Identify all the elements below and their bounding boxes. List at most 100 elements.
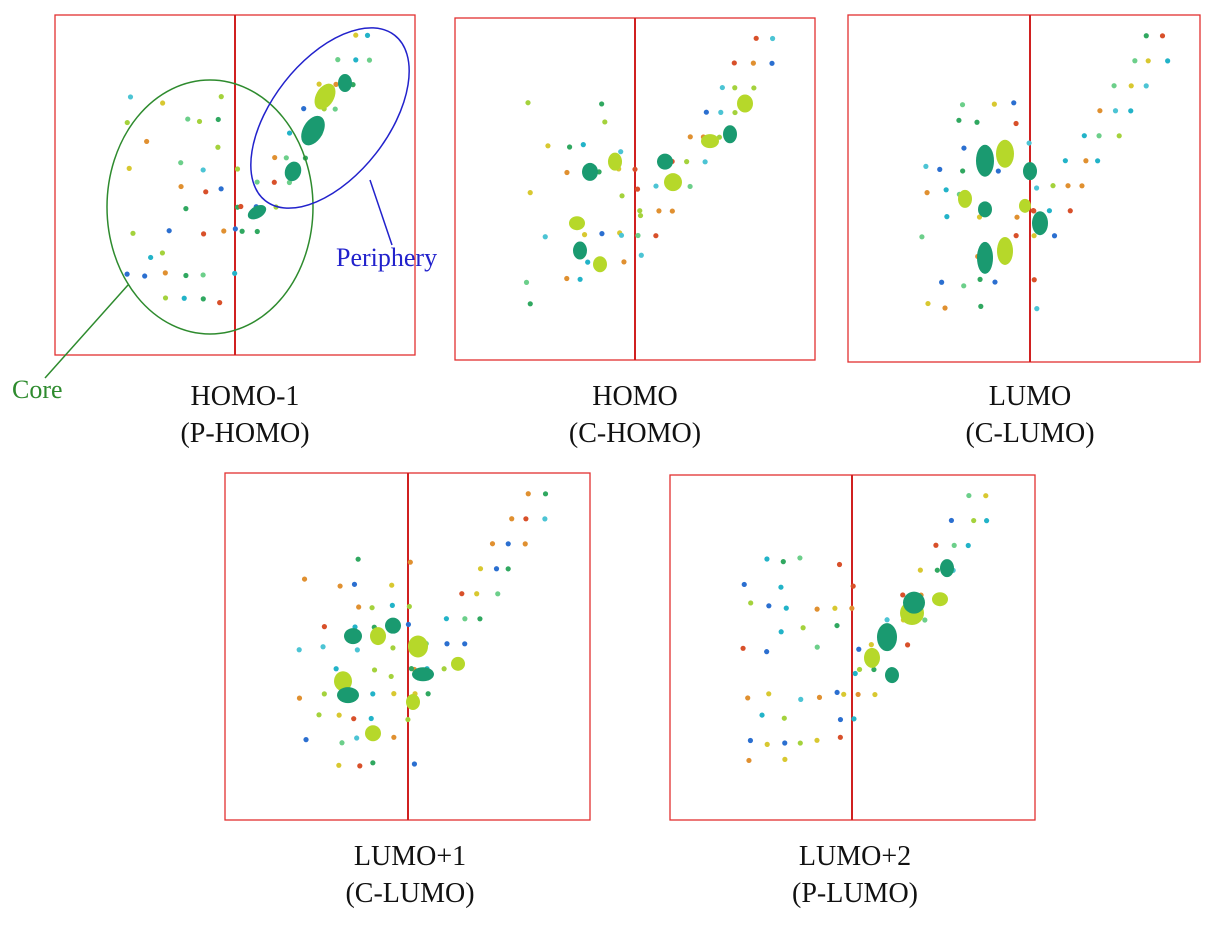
atom bbox=[478, 566, 483, 571]
atom bbox=[543, 234, 548, 239]
orbital-lobe bbox=[903, 592, 925, 614]
atom bbox=[351, 716, 356, 721]
atom bbox=[599, 231, 604, 236]
periphery-pointer bbox=[370, 180, 392, 245]
atom bbox=[635, 233, 640, 238]
orbital-lobe bbox=[723, 125, 737, 143]
atom bbox=[406, 622, 411, 627]
atom bbox=[618, 149, 623, 154]
atom bbox=[183, 206, 188, 211]
atom bbox=[320, 644, 325, 649]
orbital-lobe bbox=[885, 667, 899, 683]
atom bbox=[884, 617, 889, 622]
atom bbox=[732, 60, 737, 65]
atom bbox=[923, 164, 928, 169]
atom bbox=[782, 716, 787, 721]
atom bbox=[391, 691, 396, 696]
atom bbox=[272, 180, 277, 185]
atom bbox=[925, 301, 930, 306]
atom bbox=[966, 543, 971, 548]
orbital-lobe bbox=[573, 242, 587, 260]
atom bbox=[564, 170, 569, 175]
atom bbox=[1160, 33, 1165, 38]
atom bbox=[815, 607, 820, 612]
atom bbox=[459, 591, 464, 596]
atom bbox=[203, 189, 208, 194]
atom bbox=[232, 271, 237, 276]
atom bbox=[832, 606, 837, 611]
atom bbox=[125, 120, 130, 125]
atom bbox=[983, 493, 988, 498]
atom bbox=[238, 204, 243, 209]
atom bbox=[389, 583, 394, 588]
orbital-lobe bbox=[657, 154, 673, 170]
atom bbox=[543, 491, 548, 496]
panel: LUMO+1(C-LUMO) bbox=[225, 473, 590, 909]
atom bbox=[1065, 183, 1070, 188]
atom bbox=[525, 100, 530, 105]
atom bbox=[974, 120, 979, 125]
atom bbox=[1128, 108, 1133, 113]
atom bbox=[1144, 83, 1149, 88]
atom bbox=[935, 568, 940, 573]
atom bbox=[944, 187, 949, 192]
atom bbox=[856, 692, 861, 697]
atom bbox=[966, 493, 971, 498]
atom bbox=[142, 273, 147, 278]
atom bbox=[353, 57, 358, 62]
atom bbox=[297, 696, 302, 701]
atom bbox=[784, 606, 789, 611]
atom bbox=[992, 279, 997, 284]
orbital-lobe bbox=[282, 159, 304, 183]
atom bbox=[670, 208, 675, 213]
atom bbox=[740, 646, 745, 651]
atom bbox=[506, 541, 511, 546]
atom bbox=[961, 145, 966, 150]
atom bbox=[367, 58, 372, 63]
atom bbox=[477, 616, 482, 621]
atom bbox=[718, 110, 723, 115]
orbital-lobe bbox=[296, 112, 329, 150]
panel: LUMO+2(P-LUMO) bbox=[670, 475, 1035, 909]
atom bbox=[814, 738, 819, 743]
atom bbox=[746, 758, 751, 763]
atom bbox=[352, 582, 357, 587]
atom bbox=[1013, 121, 1018, 126]
atom bbox=[317, 82, 322, 87]
atom bbox=[201, 231, 206, 236]
orbital-type: (C-LUMO) bbox=[345, 878, 474, 909]
atom bbox=[781, 559, 786, 564]
atom bbox=[751, 61, 756, 66]
atom bbox=[933, 543, 938, 548]
atom bbox=[635, 187, 640, 192]
atom bbox=[221, 228, 226, 233]
atom bbox=[869, 642, 874, 647]
orbital-lobe bbox=[976, 145, 994, 177]
atom bbox=[1132, 58, 1137, 63]
orbital-lobe bbox=[408, 636, 428, 658]
atom bbox=[779, 629, 784, 634]
atom bbox=[942, 305, 947, 310]
orbital-name: HOMO bbox=[592, 381, 678, 412]
atom bbox=[1014, 215, 1019, 220]
orbital-lobe bbox=[412, 667, 434, 681]
orbital-lobe bbox=[940, 559, 954, 577]
atom bbox=[817, 695, 822, 700]
atom bbox=[333, 82, 338, 87]
atom bbox=[390, 603, 395, 608]
atom bbox=[688, 134, 693, 139]
orbital-lobe bbox=[344, 628, 362, 644]
atom bbox=[337, 583, 342, 588]
atom bbox=[1032, 277, 1037, 282]
atom bbox=[1050, 183, 1055, 188]
panels: HOMO-1(P-HOMO)HOMO(C-HOMO)LUMO(C-LUMO)LU… bbox=[55, 15, 1200, 909]
atom bbox=[621, 259, 626, 264]
atom bbox=[1096, 133, 1101, 138]
atom bbox=[619, 193, 624, 198]
orbital-type: (P-LUMO) bbox=[792, 878, 918, 909]
atom bbox=[751, 85, 756, 90]
atom bbox=[1068, 208, 1073, 213]
periphery-label: Periphery bbox=[336, 243, 437, 272]
atom bbox=[524, 280, 529, 285]
atom bbox=[853, 671, 858, 676]
